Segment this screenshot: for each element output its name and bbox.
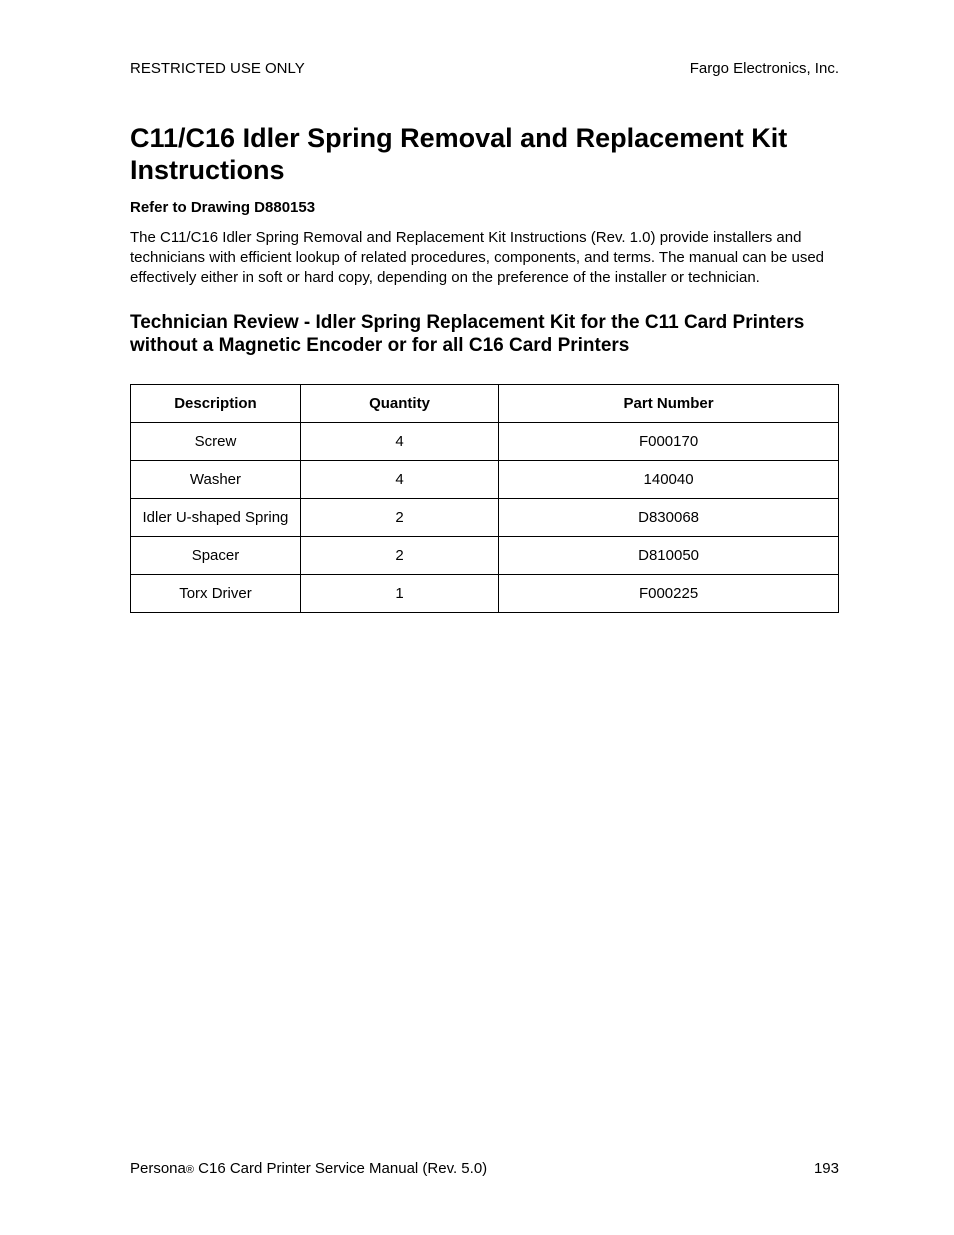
- cell-description: Idler U-shaped Spring: [131, 499, 301, 537]
- cell-part-number: F000170: [499, 423, 839, 461]
- cell-part-number: D810050: [499, 537, 839, 575]
- table-header-row: Description Quantity Part Number: [131, 385, 839, 423]
- cell-description: Washer: [131, 461, 301, 499]
- page-footer: Persona® C16 Card Printer Service Manual…: [130, 1160, 839, 1177]
- drawing-reference: Refer to Drawing D880153: [130, 199, 839, 216]
- footer-rest: C16 Card Printer Service Manual (Rev. 5.…: [194, 1160, 487, 1177]
- parts-table: Description Quantity Part Number Screw 4…: [130, 384, 839, 613]
- cell-description: Spacer: [131, 537, 301, 575]
- cell-quantity: 4: [300, 461, 498, 499]
- footer-product: Persona: [130, 1160, 186, 1177]
- table-row: Screw 4 F000170: [131, 423, 839, 461]
- table-row: Torx Driver 1 F000225: [131, 575, 839, 613]
- registered-icon: ®: [186, 1164, 194, 1176]
- table-row: Spacer 2 D810050: [131, 537, 839, 575]
- table-row: Idler U-shaped Spring 2 D830068: [131, 499, 839, 537]
- page-header: RESTRICTED USE ONLY Fargo Electronics, I…: [130, 60, 839, 77]
- page-number: 193: [814, 1160, 839, 1177]
- col-quantity: Quantity: [300, 385, 498, 423]
- cell-quantity: 2: [300, 499, 498, 537]
- cell-quantity: 2: [300, 537, 498, 575]
- cell-description: Screw: [131, 423, 301, 461]
- cell-part-number: 140040: [499, 461, 839, 499]
- footer-product-info: Persona® C16 Card Printer Service Manual…: [130, 1160, 487, 1177]
- col-description: Description: [131, 385, 301, 423]
- table-row: Washer 4 140040: [131, 461, 839, 499]
- page-title: C11/C16 Idler Spring Removal and Replace…: [130, 122, 839, 187]
- header-left: RESTRICTED USE ONLY: [130, 60, 305, 77]
- cell-quantity: 1: [300, 575, 498, 613]
- header-right: Fargo Electronics, Inc.: [690, 60, 839, 77]
- cell-description: Torx Driver: [131, 575, 301, 613]
- col-part-number: Part Number: [499, 385, 839, 423]
- cell-part-number: D830068: [499, 499, 839, 537]
- intro-paragraph: The C11/C16 Idler Spring Removal and Rep…: [130, 228, 839, 289]
- section-heading: Technician Review - Idler Spring Replace…: [130, 311, 839, 359]
- cell-quantity: 4: [300, 423, 498, 461]
- cell-part-number: F000225: [499, 575, 839, 613]
